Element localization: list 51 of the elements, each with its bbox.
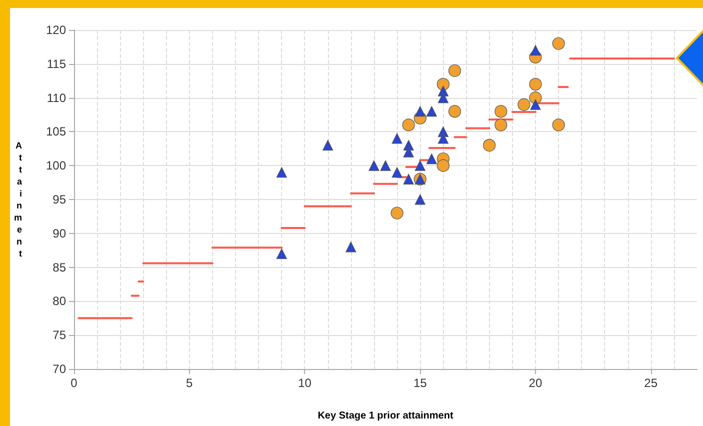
point xyxy=(552,118,565,132)
x-tick-label: 0 xyxy=(70,376,78,390)
point xyxy=(552,37,565,50)
point xyxy=(483,138,496,152)
y-tick-label: 90 xyxy=(52,226,66,240)
x-tick-label: 15 xyxy=(413,376,428,390)
point xyxy=(494,105,508,118)
point xyxy=(436,159,450,172)
point xyxy=(436,78,450,91)
y-tick-label: 110 xyxy=(46,90,66,105)
point xyxy=(529,78,542,91)
point xyxy=(530,99,541,110)
text: Attainment xyxy=(14,140,22,258)
point xyxy=(426,106,437,117)
x-axis-title: Key Stage 1 prior attainment xyxy=(318,410,454,422)
y-tick-label: 95 xyxy=(52,192,66,206)
y-tick-label: 70 xyxy=(52,362,66,376)
point xyxy=(368,160,380,171)
x-tick-label: 20 xyxy=(528,376,542,390)
y-tick-label: 80 xyxy=(52,294,66,308)
point xyxy=(448,64,462,77)
point xyxy=(322,140,334,151)
point xyxy=(346,242,356,252)
point xyxy=(530,45,541,56)
point xyxy=(414,106,426,117)
point xyxy=(403,146,414,158)
point xyxy=(438,92,448,104)
point xyxy=(403,174,414,184)
y-tick-label: 75 xyxy=(52,328,66,342)
point xyxy=(392,167,402,178)
point xyxy=(276,167,287,178)
point xyxy=(402,118,415,132)
point xyxy=(380,160,391,171)
x-tick-label: 10 xyxy=(298,376,312,390)
x-tick-label: 5 xyxy=(186,376,194,390)
point xyxy=(414,194,426,205)
point xyxy=(276,248,287,260)
y-tick-label: 100 xyxy=(46,158,66,173)
y-tick-label: 120 xyxy=(46,23,66,37)
point xyxy=(518,98,530,111)
x-tick-label: 25 xyxy=(644,376,658,390)
point xyxy=(426,154,437,164)
y-tick-label: 85 xyxy=(52,260,66,274)
y-tick-label: 115 xyxy=(46,56,66,71)
point xyxy=(392,133,402,144)
y-tick-label: 105 xyxy=(46,124,66,139)
point xyxy=(390,206,404,220)
point xyxy=(448,105,462,118)
point xyxy=(414,160,426,171)
point xyxy=(494,118,508,132)
point xyxy=(438,133,448,144)
